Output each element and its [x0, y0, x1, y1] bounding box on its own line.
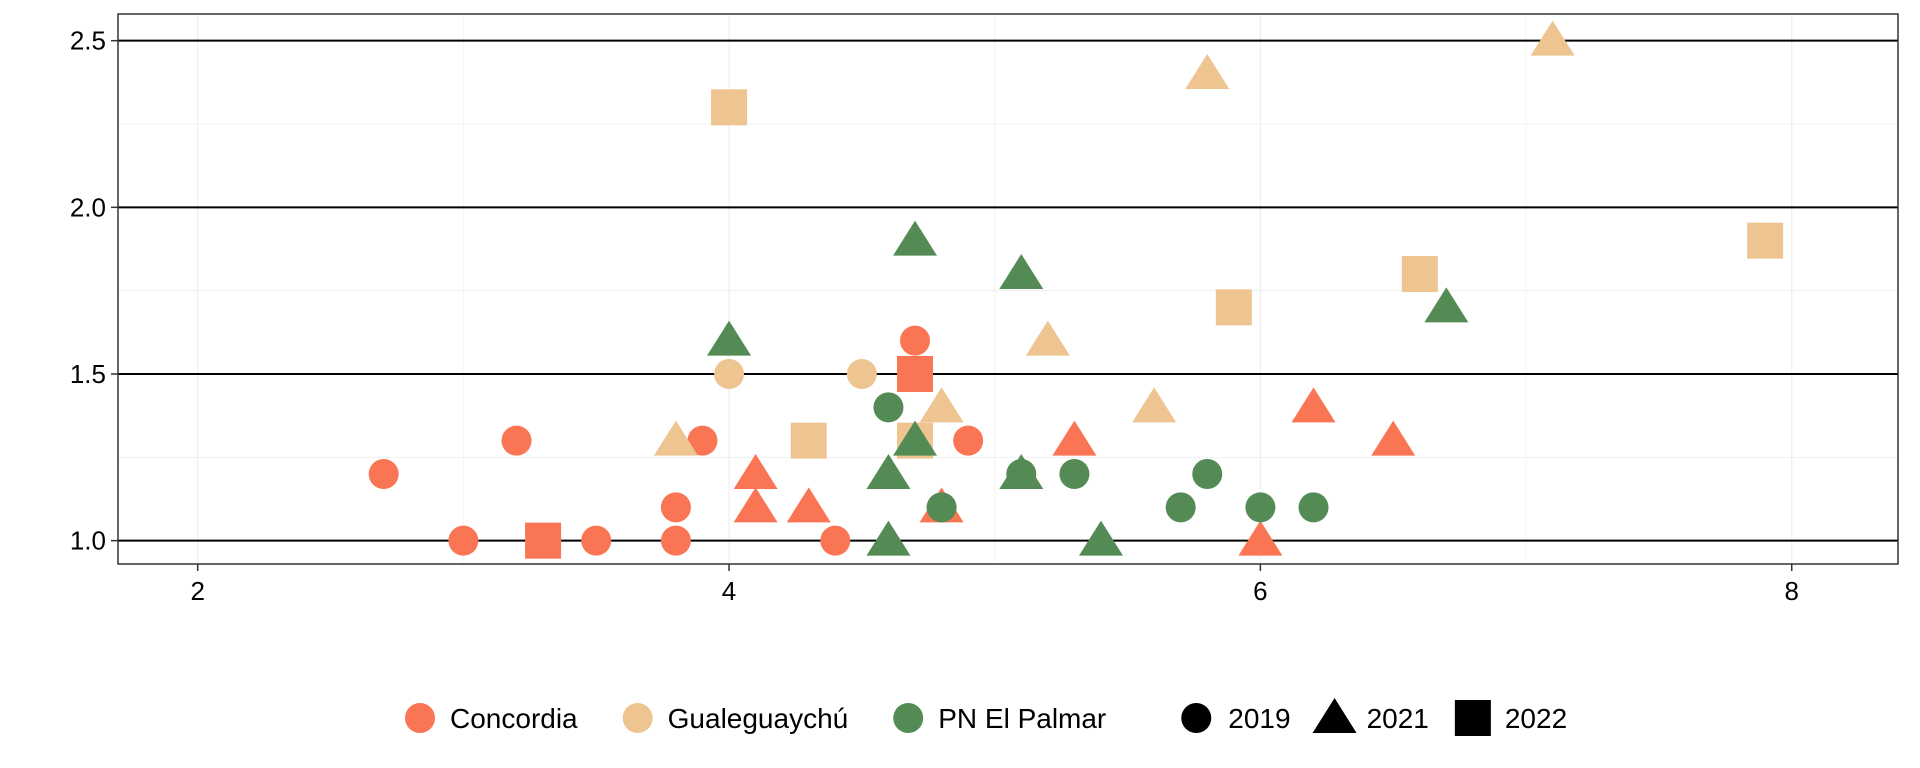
legend-label: Concordia: [450, 703, 578, 734]
data-point: [714, 359, 745, 389]
data-point: [368, 459, 399, 489]
legend-key: [405, 703, 435, 733]
data-point: [919, 387, 964, 423]
legend-key: [1181, 703, 1212, 733]
data-point: [448, 525, 479, 556]
data-point: [1371, 420, 1416, 456]
legend: Concordia Gualeguaychú PN El Palmar 2019 202…: [405, 698, 1567, 736]
data-point: [687, 425, 718, 456]
data-point: [999, 254, 1044, 289]
data-point: [893, 420, 938, 456]
legend-key: [622, 703, 653, 733]
legend-label: 2021: [1367, 703, 1429, 734]
data-point: [711, 89, 748, 126]
data-point: [1192, 459, 1223, 489]
data-point: [820, 525, 851, 556]
x-tick-label: 2: [190, 576, 204, 606]
data-point: [786, 487, 831, 523]
legend-label: PN El Palmar: [938, 703, 1106, 734]
x-tick-label: 6: [1253, 576, 1267, 606]
legend-label: 2022: [1505, 703, 1567, 734]
data-point: [501, 425, 532, 456]
data-point: [660, 492, 691, 523]
data-point: [1291, 387, 1336, 423]
data-point: [1747, 222, 1784, 259]
x-tick-label: 8: [1784, 576, 1798, 606]
data-point: [707, 320, 752, 356]
data-point: [900, 325, 931, 356]
data-points: [368, 20, 1784, 559]
data-point: [790, 422, 827, 459]
data-point: [1245, 492, 1276, 523]
data-point: [1165, 492, 1196, 523]
legend-label: 2019: [1228, 703, 1290, 734]
data-point: [1025, 320, 1070, 356]
plot-panel-border: [117, 13, 1899, 565]
data-point: [581, 525, 612, 556]
data-point: [525, 522, 562, 559]
data-point: [846, 359, 877, 389]
data-point: [897, 356, 934, 392]
data-point: [953, 425, 984, 456]
data-point: [660, 525, 691, 556]
data-point: [1059, 459, 1090, 489]
data-point: [1530, 20, 1575, 56]
legend-label: Gualeguaychú: [668, 703, 849, 734]
legend-key: [893, 703, 924, 733]
y-tick-label: 2.0: [70, 192, 106, 222]
data-point: [1185, 54, 1230, 89]
legend-key: [1312, 698, 1357, 733]
y-tick-label: 1.0: [70, 526, 106, 556]
data-point: [893, 220, 938, 256]
x-tick-label: 4: [722, 576, 736, 606]
y-tick-label: 2.5: [70, 26, 106, 56]
axes: 1.0 1.5 2.0 2.5 2 4 6 8: [70, 26, 1799, 606]
data-point: [999, 454, 1044, 489]
data-point: [1078, 520, 1123, 556]
data-point: [733, 487, 778, 523]
y-tick-label: 1.5: [70, 359, 106, 389]
data-point: [1132, 387, 1177, 423]
grid: [118, 14, 1898, 564]
data-point: [653, 420, 698, 456]
data-point: [1052, 420, 1097, 456]
data-point: [926, 492, 957, 523]
data-point: [866, 454, 911, 489]
data-point: [1238, 520, 1283, 556]
data-point: [866, 520, 911, 556]
data-point: [1401, 256, 1438, 292]
legend-key: [1454, 700, 1491, 736]
data-point: [733, 454, 778, 489]
data-point: [1298, 492, 1329, 523]
data-point: [1215, 289, 1252, 326]
data-point: [873, 392, 904, 423]
data-point: [1424, 287, 1469, 323]
